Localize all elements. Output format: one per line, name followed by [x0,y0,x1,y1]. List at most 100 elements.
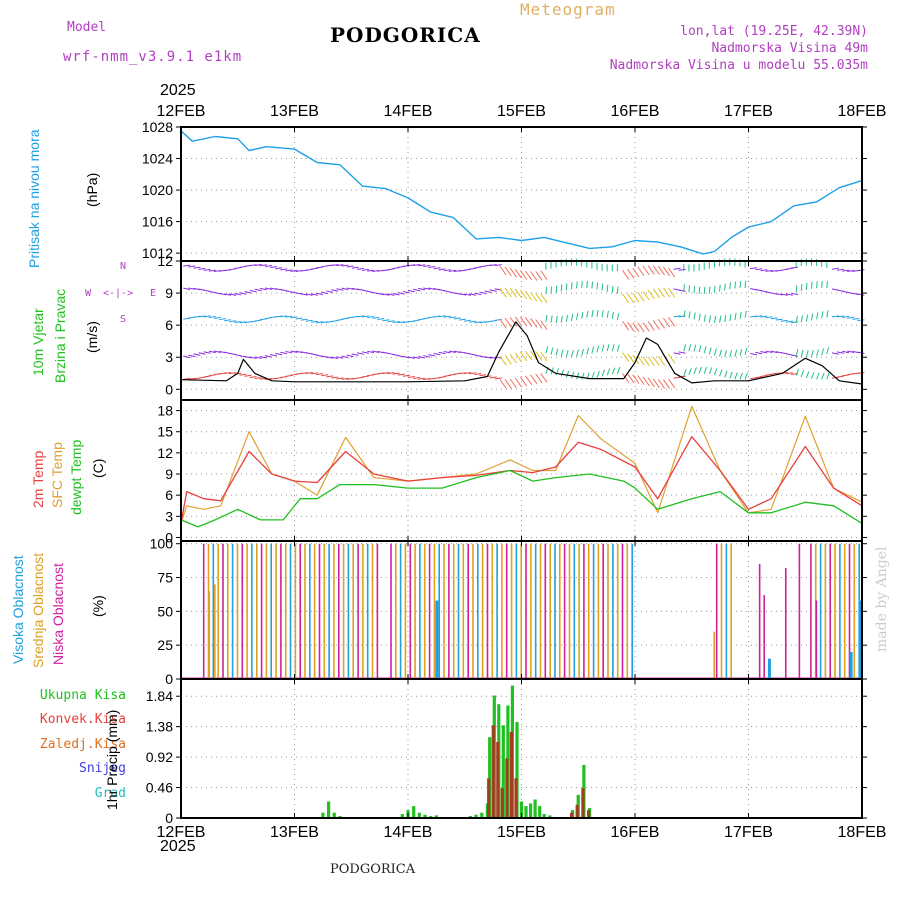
wind-arrow [642,356,650,366]
ytick-label: 12 [157,253,173,269]
wind-arrow [315,292,324,296]
wind-arrow [744,372,748,380]
wind-arrow [755,351,763,355]
wind-arrow [509,287,517,298]
wind-arrow [331,356,339,359]
precip-bar-total [434,815,438,818]
wind-arrow [596,345,600,353]
precip-bar-total [488,737,492,818]
ytick-label: 0 [165,671,173,687]
wind-arrow [847,316,855,319]
wind-arrow [652,265,660,275]
year-bottom: 2025 [160,838,196,855]
wind-arrow [857,269,865,272]
wind-arrow [570,282,573,290]
wind-arrow [310,320,318,323]
wind-arrow [698,313,701,321]
wind-arrow [183,287,191,291]
precip-bar-total [400,814,404,818]
wind-arrow [785,293,793,296]
wind-arrow [555,285,558,293]
legend-convective: Konvek.Kisa [39,712,126,727]
wind-arrow [565,283,568,291]
wind-arrow [423,265,431,267]
wind-arrow [810,281,813,289]
wind-arrow [688,344,692,352]
wind-arrow [321,374,329,377]
wind-arrow [433,315,441,318]
wind-arrow [413,288,421,292]
wind-arrow [795,349,799,357]
wind-arrow [678,289,686,292]
wind-arrow [249,264,257,267]
cloud-bar [849,651,853,679]
wind-arrow [514,316,523,327]
wind-arrow [295,317,303,320]
wind-arrow [275,315,283,318]
wind-arrow [402,291,410,294]
wind-arrow [632,322,640,332]
wind-arrow [616,344,620,352]
wind-arrow [183,264,191,267]
model-name: wrf-nmm_v3.9.1 e1km [63,49,243,65]
cloud-bars [202,543,862,679]
wind-arrow [372,350,380,353]
wind-arrow [775,318,783,321]
wind-arrow [351,353,359,356]
wind-arrow [668,353,676,364]
wind-arrow [698,366,702,374]
wind-arrow [826,281,828,289]
wind-arrow [821,372,825,380]
wind-arrow [657,265,666,276]
precip-bar-total [474,814,478,818]
panel-frame [180,678,863,819]
wind-arrow [816,312,819,320]
cloud-bar [767,658,771,679]
wind-arrow [586,310,589,318]
wind-arrow [310,372,318,375]
wind-arrow [857,319,865,322]
precip-bar-total [501,725,505,818]
precip-bar-total [480,812,484,818]
wind-arrow [443,269,451,272]
wind-arrow [453,317,461,320]
wind-arrow [668,378,676,389]
wind-arrow [652,288,660,299]
wind-arrow [545,286,547,294]
wind-arrow [203,315,211,318]
footer-title: PODGORICA [330,862,416,877]
wind-arrow [499,287,507,298]
wind-arrow [627,268,635,279]
wind-arrow [275,352,283,356]
wind-arrow [826,310,829,318]
wind-arrow [310,293,318,296]
wind-arrow [254,264,262,266]
wind-arrow [780,293,788,296]
wind-arrow [356,315,364,318]
wind-arrow [785,320,793,323]
wind-arrow [647,321,655,331]
wind-arrow [606,310,609,318]
wind-arrow [831,352,839,355]
wind-arrow [305,372,313,374]
wind-arrow [668,287,676,298]
wind-arrow [708,286,711,294]
wind-arrow [591,310,594,318]
wind-arrow [514,269,523,279]
model-elevation-label: Nadmorska Visina u modelu 55.035m [609,58,868,73]
wind-arrow [407,356,415,359]
wind-arrow [525,290,533,301]
wind-arrow [831,267,839,270]
wind-arrow [397,292,405,295]
wind-arrow [336,264,344,267]
wind-arrow [826,372,830,380]
precip-bar-total [519,801,524,818]
wind-arrow [576,312,579,320]
wind-arrow [805,350,809,358]
wind-arrow [673,315,681,318]
wind-arrow [341,287,349,291]
wind-arrow [637,266,645,277]
wind-arrow [203,268,211,271]
wind-arrow [842,315,850,318]
wind-arrow [239,292,247,295]
